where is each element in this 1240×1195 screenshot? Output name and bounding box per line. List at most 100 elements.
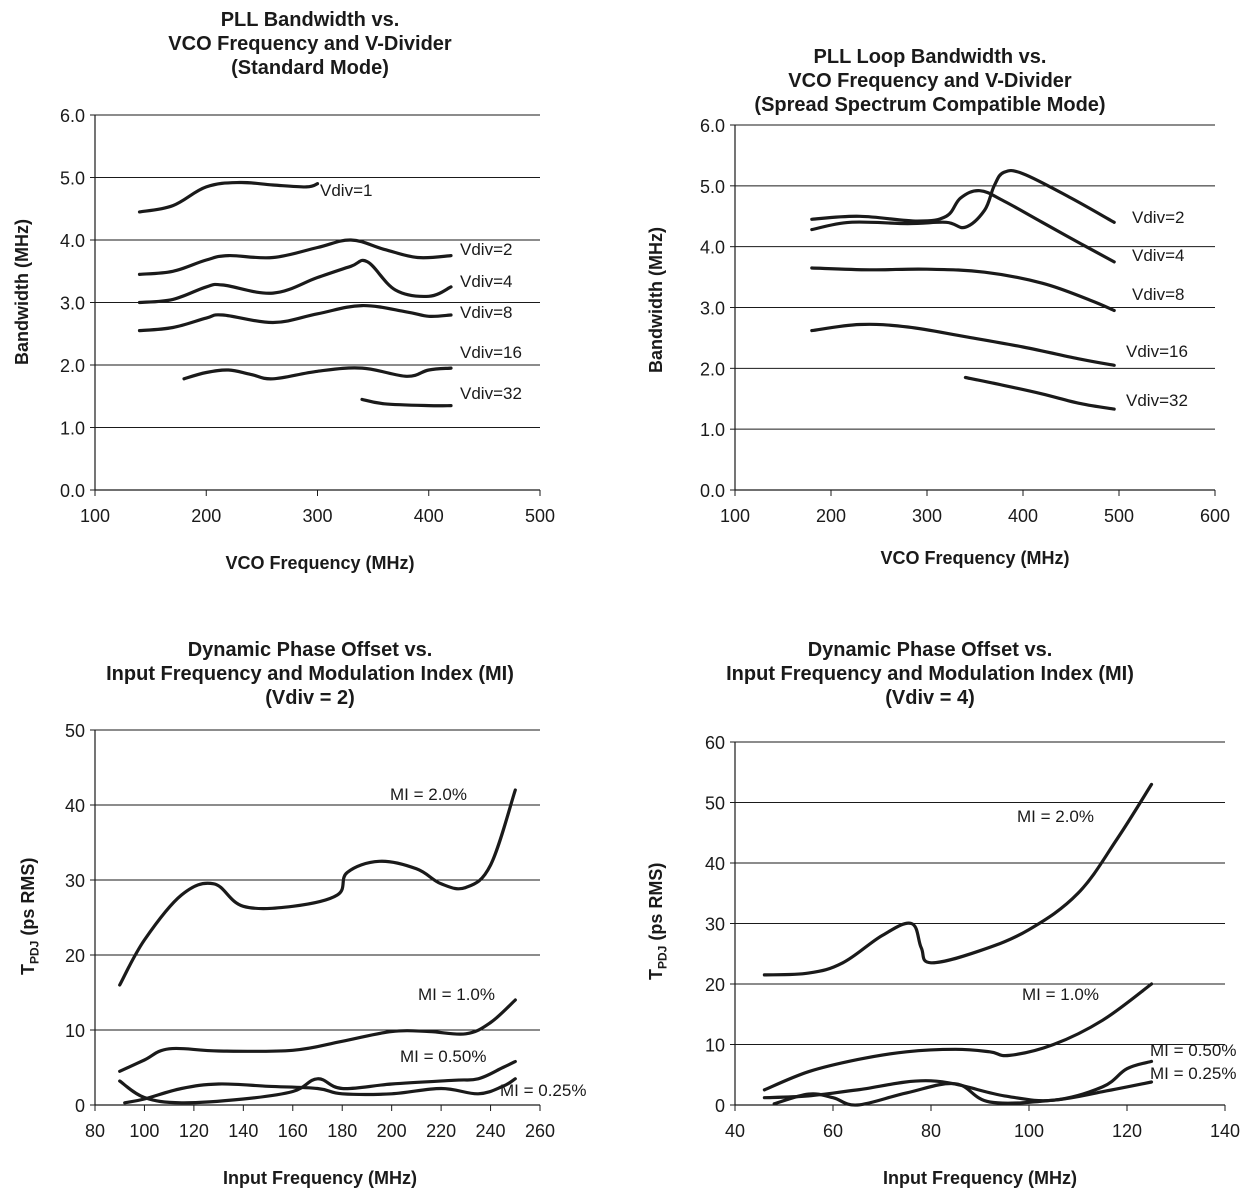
chart-xlabel-2: VCO Frequency (MHz) bbox=[880, 548, 1070, 568]
chart-plot-2: 0.0 1.0 2.0 3.0 4.0 5.0 6.0 100 200 300 400 500 600 V… bbox=[700, 116, 1230, 526]
series-line-2 bbox=[810, 189, 1116, 264]
x-tick-label: 500 bbox=[1104, 506, 1134, 526]
x-tick-label: 100 bbox=[720, 506, 750, 526]
chart-title-3-line-2: Input Frequency and Modulation Index (MI… bbox=[106, 663, 514, 685]
series-label-3: MI = 0.50% bbox=[1150, 1041, 1236, 1060]
x-tick-label: 80 bbox=[921, 1121, 941, 1141]
x-tick-label: 220 bbox=[426, 1121, 456, 1141]
chart-title-2-line-1: PLL Loop Bandwidth vs. bbox=[813, 46, 1047, 68]
chart-title-4: Dynamic Phase Offset vs. Input Frequency… bbox=[620, 638, 1240, 710]
y-tick-label: 4.0 bbox=[700, 238, 725, 258]
x-tick-label: 60 bbox=[823, 1121, 843, 1141]
chart-title-4-line-2: Input Frequency and Modulation Index (MI… bbox=[726, 663, 1134, 685]
chart-panel-1: PLL Bandwidth vs. VCO Frequency and V-Di… bbox=[0, 0, 620, 590]
x-tick-label: 200 bbox=[377, 1121, 407, 1141]
series-label-1: MI = 2.0% bbox=[1017, 807, 1094, 826]
series-line-4 bbox=[772, 1080, 1154, 1107]
series-label-3: Vdiv=4 bbox=[460, 272, 512, 291]
y-tick-label: 6.0 bbox=[60, 106, 85, 126]
chart-title-4-line-3: (Vdiv = 4) bbox=[885, 687, 975, 709]
series-line-4 bbox=[118, 1059, 517, 1105]
series-label-5: Vdiv=16 bbox=[460, 343, 522, 362]
x-tick-label: 400 bbox=[1008, 506, 1038, 526]
x-tick-label: 100 bbox=[1014, 1121, 1044, 1141]
series-label-2: Vdiv=4 bbox=[1132, 246, 1184, 265]
x-tick-label: 200 bbox=[191, 506, 221, 526]
x-tick-label: 140 bbox=[228, 1121, 258, 1141]
x-tick-label: 300 bbox=[302, 506, 332, 526]
y-tick-label: 20 bbox=[65, 946, 85, 966]
x-tick-label: 80 bbox=[85, 1121, 105, 1141]
y-tick-label: 30 bbox=[65, 871, 85, 891]
y-tick-label: 6.0 bbox=[700, 116, 725, 136]
series-line-1 bbox=[137, 180, 320, 214]
series-line-6 bbox=[360, 397, 453, 408]
y-tick-label: 0 bbox=[715, 1096, 725, 1116]
chart-panel-2: PLL Loop Bandwidth vs. VCO Frequency and… bbox=[620, 0, 1240, 590]
y-tick-label: 10 bbox=[65, 1021, 85, 1041]
series-line-2 bbox=[137, 238, 453, 276]
y-tick-label: 2.0 bbox=[700, 359, 725, 379]
x-tick-label: 140 bbox=[1210, 1121, 1240, 1141]
chart-xlabel-4: Input Frequency (MHz) bbox=[883, 1168, 1077, 1188]
y-tick-label: 3.0 bbox=[700, 299, 725, 319]
series-line-2 bbox=[118, 998, 517, 1073]
series-line-3 bbox=[137, 258, 453, 305]
series-label-4: Vdiv=16 bbox=[1126, 342, 1188, 361]
x-tick-label: 40 bbox=[725, 1121, 745, 1141]
x-tick-label: 300 bbox=[912, 506, 942, 526]
chart-xlabel-1: VCO Frequency (MHz) bbox=[225, 553, 415, 573]
y-tick-label: 40 bbox=[65, 796, 85, 816]
x-tick-label: 160 bbox=[278, 1121, 308, 1141]
y-tick-label: 3.0 bbox=[60, 294, 85, 314]
x-tick-label: 240 bbox=[476, 1121, 506, 1141]
y-tick-label: 5.0 bbox=[700, 177, 725, 197]
chart-title-1-line-1: PLL Bandwidth vs. bbox=[220, 9, 400, 31]
series-line-3 bbox=[810, 266, 1116, 313]
chart-plot-3: 0 10 20 30 40 50 80 100 120 140 160 180 200 220 240 260… bbox=[65, 721, 587, 1141]
series-line-1 bbox=[762, 782, 1154, 977]
series-line-5 bbox=[182, 366, 453, 381]
x-tick-label: 260 bbox=[525, 1121, 555, 1141]
chart-title-3: Dynamic Phase Offset vs. Input Frequency… bbox=[0, 638, 630, 710]
series-line-5 bbox=[963, 375, 1116, 411]
y-tick-label: 0.0 bbox=[60, 481, 85, 501]
y-tick-label: 60 bbox=[705, 733, 725, 753]
chart-panel-3: Dynamic Phase Offset vs. Input Frequency… bbox=[0, 600, 620, 1195]
chart-xlabel-3: Input Frequency (MHz) bbox=[223, 1168, 417, 1188]
chart-title-3-line-1: Dynamic Phase Offset vs. bbox=[187, 639, 433, 661]
chart-title-1: PLL Bandwidth vs. VCO Frequency and V-Di… bbox=[0, 8, 635, 80]
x-tick-label: 200 bbox=[816, 506, 846, 526]
chart-title-1-line-2: VCO Frequency and V-Divider bbox=[168, 33, 452, 55]
series-label-2: MI = 1.0% bbox=[418, 985, 495, 1004]
series-label-5: Vdiv=32 bbox=[1126, 391, 1188, 410]
series-label-4: MI = 0.25% bbox=[1150, 1064, 1236, 1083]
series-label-4: MI = 0.25% bbox=[500, 1081, 586, 1100]
x-tick-label: 100 bbox=[129, 1121, 159, 1141]
x-tick-label: 600 bbox=[1200, 506, 1230, 526]
x-tick-label: 120 bbox=[179, 1121, 209, 1141]
series-line-4 bbox=[810, 322, 1116, 367]
y-tick-label: 1.0 bbox=[60, 419, 85, 439]
y-tick-label: 50 bbox=[705, 794, 725, 814]
chart-title-3-line-3: (Vdiv = 2) bbox=[265, 687, 355, 709]
chart-title-4-line-1: Dynamic Phase Offset vs. bbox=[807, 639, 1053, 661]
y-tick-label: 0 bbox=[75, 1096, 85, 1116]
x-tick-label: 400 bbox=[414, 506, 444, 526]
series-label-1: Vdiv=2 bbox=[1132, 208, 1184, 227]
y-tick-label: 2.0 bbox=[60, 356, 85, 376]
x-tick-label: 100 bbox=[80, 506, 110, 526]
x-tick-label: 120 bbox=[1112, 1121, 1142, 1141]
series-label-3: MI = 0.50% bbox=[400, 1047, 486, 1066]
series-label-1: Vdiv=1 bbox=[320, 181, 372, 200]
series-line-3 bbox=[123, 1077, 517, 1105]
y-tick-label: 4.0 bbox=[60, 231, 85, 251]
y-tick-label: 10 bbox=[705, 1036, 725, 1056]
chart-title-2-line-3: (Spread Spectrum Compatible Mode) bbox=[754, 94, 1106, 116]
chart-title-2-line-2: VCO Frequency and V-Divider bbox=[788, 70, 1072, 92]
chart-title-2: PLL Loop Bandwidth vs. VCO Frequency and… bbox=[620, 45, 1240, 117]
chart-title-1-line-3: (Standard Mode) bbox=[231, 57, 389, 79]
series-line-2 bbox=[762, 982, 1154, 1092]
series-line-4 bbox=[137, 303, 453, 333]
chart-plot-4: 0 10 20 30 40 50 60 40 60 80 100 120 140 MI = 2.0% MI … bbox=[705, 733, 1240, 1141]
